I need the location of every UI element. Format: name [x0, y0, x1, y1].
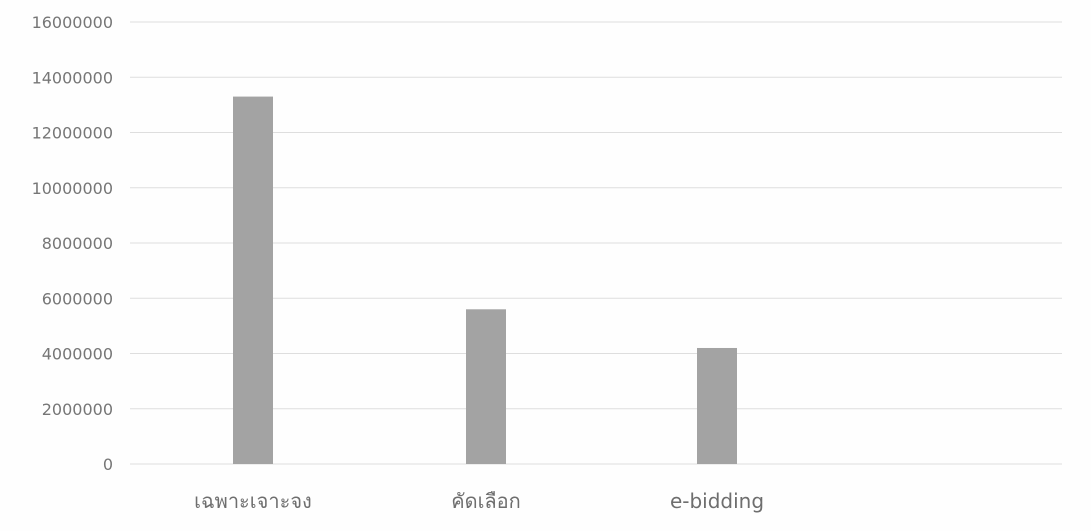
y-axis-tick-labels: 0 2000000 4000000 6000000 8000000 10000000 120… — [32, 13, 113, 474]
y-tick-label: 14000000 — [32, 68, 113, 87]
bar-1 — [466, 309, 506, 464]
bar-0 — [233, 96, 273, 465]
bar-2 — [697, 347, 737, 464]
y-tick-label: 2000000 — [42, 400, 113, 419]
x-axis-category-labels: เฉพาะเจาะจง คัดเลือก e-bidding — [194, 489, 764, 513]
x-category-label: เฉพาะเจาะจง — [194, 489, 312, 513]
x-category-label: e-bidding — [670, 489, 764, 513]
x-category-label: คัดเลือก — [451, 489, 521, 513]
y-tick-label: 0 — [103, 455, 113, 474]
y-tick-label: 16000000 — [32, 13, 113, 32]
y-tick-label: 6000000 — [42, 289, 113, 308]
y-tick-label: 12000000 — [32, 124, 113, 143]
gridlines — [130, 21, 1062, 465]
bars — [233, 96, 737, 465]
y-tick-label: 8000000 — [42, 234, 113, 253]
y-tick-label: 4000000 — [42, 345, 113, 364]
y-tick-label: 10000000 — [32, 179, 113, 198]
